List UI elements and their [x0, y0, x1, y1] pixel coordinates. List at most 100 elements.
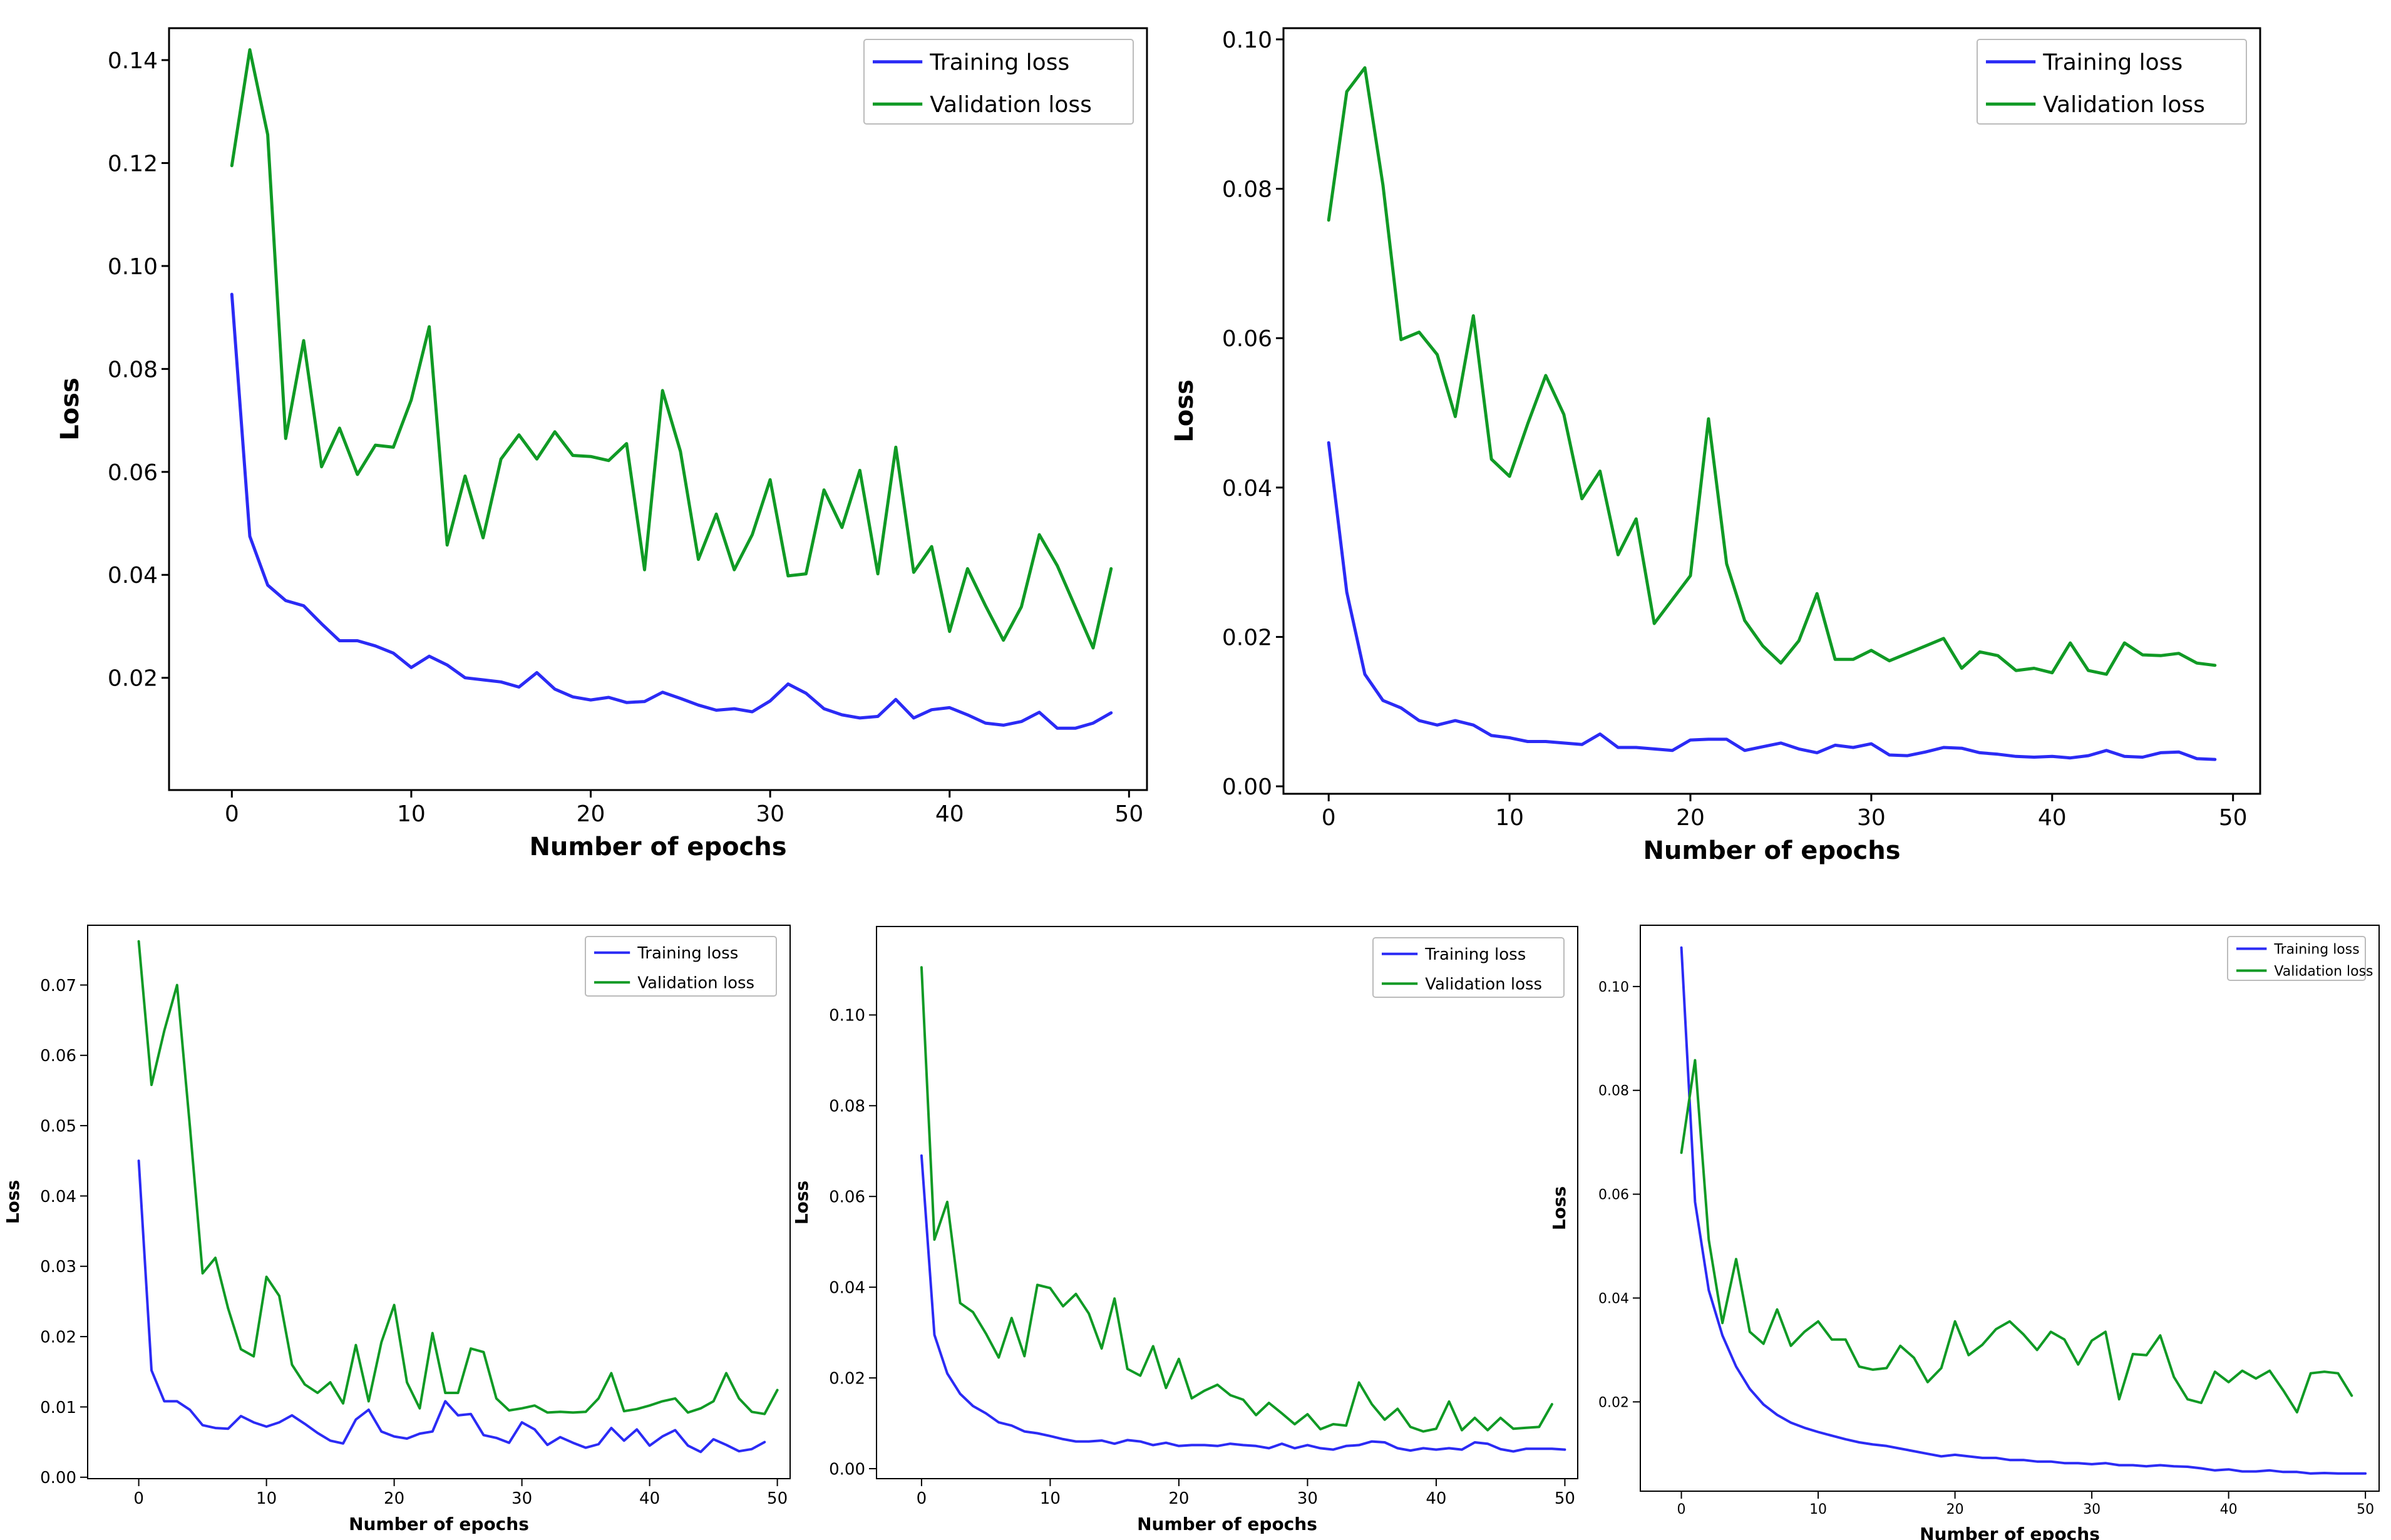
- chart-panel-3: 0 10 20 30 40 50 0.00 0.01 0.02 0.03 0.04 0.05 0.06 0…: [3, 925, 791, 1534]
- training-loss-line-4: [920, 1154, 1566, 1453]
- x-tick-label: 30: [756, 801, 784, 827]
- y-tick-label: 0.00: [829, 1460, 865, 1479]
- y-tick-label: 0.04: [1598, 1291, 1629, 1306]
- y-axis-label: Loss: [1549, 1186, 1570, 1230]
- x-tick-label: 10: [1040, 1489, 1061, 1508]
- y-axis-label: Loss: [56, 377, 85, 441]
- x-axis-label: Number of epochs: [1920, 1524, 2100, 1540]
- y-tick-label: 0.06: [40, 1047, 76, 1065]
- y-tick-label: 0.08: [829, 1097, 865, 1116]
- x-tick-label: 50: [767, 1489, 788, 1508]
- x-axis-label: Number of epochs: [529, 833, 786, 861]
- x-tick-label: 30: [512, 1489, 532, 1508]
- training-loss-line-3: [137, 1159, 766, 1454]
- y-tick-label: 0.02: [108, 666, 158, 692]
- legend-validation-label: Validation loss: [930, 92, 1092, 118]
- validation-loss-line-4: [920, 966, 1553, 1433]
- validation-loss-line-5: [1680, 1059, 2353, 1414]
- x-tick-label: 20: [577, 801, 605, 827]
- y-tick-label: 0.14: [108, 48, 158, 74]
- y-tick-label: 0.00: [1222, 774, 1272, 800]
- y-axis-label: Loss: [3, 1180, 23, 1224]
- legend-training-label: Training loss: [2042, 50, 2183, 76]
- chart-panel-5: 0 10 20 30 40 50 0.02 0.04 0.06 0.08 0.10 Number of…: [1549, 925, 2380, 1540]
- legend-box: [1372, 937, 1565, 998]
- training-loss-line-2: [1327, 441, 2217, 761]
- legend-4: Training loss Validation loss: [1372, 937, 1565, 998]
- y-axis-label: Loss: [1170, 379, 1199, 443]
- y-tick-label: 0.08: [108, 357, 158, 382]
- y-axis-label: Loss: [791, 1181, 812, 1224]
- y-tick-label: 0.03: [40, 1258, 76, 1276]
- y-tick-label: 0.06: [829, 1188, 865, 1207]
- training-loss-line-1: [230, 292, 1113, 730]
- legend-training-label: Training loss: [637, 944, 738, 963]
- y-tick-label: 0.04: [1222, 476, 1272, 501]
- chart-panel-4: 0 10 20 30 40 50 0.00 0.02 0.04 0.06 0.08 0.10 Numbe…: [791, 926, 1578, 1534]
- y-tick-label: 0.02: [1222, 625, 1272, 650]
- x-tick-label: 40: [2220, 1502, 2238, 1517]
- plot-frame-2: [1282, 27, 2261, 795]
- y-tick-label: 0.06: [1222, 326, 1272, 352]
- legend-validation-label: Validation loss: [2043, 92, 2205, 118]
- x-tick-label: 50: [1114, 801, 1143, 827]
- x-tick-label: 0: [1677, 1502, 1686, 1517]
- x-tick-label: 10: [1495, 805, 1524, 831]
- y-tick-label: 0.06: [1598, 1188, 1629, 1203]
- x-tick-label: 30: [1857, 805, 1886, 831]
- y-tick-label: 0.08: [1598, 1084, 1629, 1099]
- x-tick-label: 10: [1809, 1502, 1827, 1517]
- legend-5: Training loss Validation loss: [2227, 936, 2373, 981]
- x-tick-label: 30: [2083, 1502, 2100, 1517]
- legend-box: [585, 936, 777, 997]
- legend-validation-label: Validation loss: [2274, 963, 2373, 979]
- validation-loss-line-2: [1327, 66, 2217, 676]
- x-tick-label: 50: [2219, 805, 2248, 831]
- x-tick-label: 20: [1168, 1489, 1189, 1508]
- legend-box: [863, 39, 1134, 125]
- x-axis-label: Number of epochs: [1137, 1514, 1317, 1534]
- x-tick-label: 0: [133, 1489, 144, 1508]
- x-tick-label: 0: [1322, 805, 1336, 831]
- validation-loss-line-1: [230, 48, 1113, 650]
- validation-loss-line-3: [137, 940, 779, 1415]
- x-axis-label: Number of epochs: [349, 1514, 529, 1534]
- x-tick-label: 10: [256, 1489, 277, 1508]
- legend-training-label: Training loss: [929, 50, 1069, 76]
- x-tick-label: 50: [1555, 1489, 1575, 1508]
- x-tick-label: 40: [935, 801, 964, 827]
- y-tick-label: 0.02: [1598, 1395, 1629, 1410]
- legend-3: Training loss Validation loss: [585, 936, 777, 997]
- chart-panel-2: 0 10 20 30 40 50 0.00 0.02 0.04 0.06 0.08 0.10 Numbe…: [1170, 27, 2261, 865]
- chart-panel-1: 0 10 20 30 40 50 0.02 0.04 0.06 0.08 0.10 0.12 0.14 N…: [56, 27, 1148, 861]
- x-tick-label: 50: [2357, 1502, 2374, 1517]
- y-tick-label: 0.08: [1222, 177, 1272, 202]
- legend-training-label: Training loss: [2273, 942, 2359, 957]
- x-tick-label: 30: [1297, 1489, 1318, 1508]
- plot-frame-3: [87, 925, 791, 1479]
- legend-training-label: Training loss: [1424, 945, 1526, 964]
- y-tick-label: 0.04: [829, 1279, 865, 1298]
- x-tick-label: 0: [225, 801, 239, 827]
- y-tick-label: 0.04: [40, 1188, 76, 1206]
- x-tick-label: 10: [397, 801, 426, 827]
- y-tick-label: 0.10: [108, 254, 158, 280]
- x-tick-label: 0: [917, 1489, 927, 1508]
- legend-validation-label: Validation loss: [637, 974, 754, 993]
- training-loss-line-5: [1680, 946, 2367, 1475]
- y-tick-label: 0.04: [108, 563, 158, 588]
- plot-frame-1: [168, 27, 1148, 791]
- x-tick-label: 20: [1946, 1502, 1964, 1517]
- y-tick-label: 0.02: [829, 1369, 865, 1388]
- legend-validation-label: Validation loss: [1425, 975, 1542, 994]
- x-tick-label: 20: [384, 1489, 404, 1508]
- y-tick-label: 0.02: [40, 1328, 76, 1347]
- legend-box: [1977, 39, 2247, 125]
- x-axis-label: Number of epochs: [1643, 836, 1900, 865]
- y-tick-label: 0.00: [40, 1469, 76, 1487]
- y-tick-label: 0.10: [829, 1007, 865, 1025]
- x-tick-label: 40: [639, 1489, 660, 1508]
- legend-1: Training loss Validation loss: [863, 39, 1134, 125]
- legend-2: Training loss Validation loss: [1977, 39, 2247, 125]
- y-tick-label: 0.10: [1222, 28, 1272, 53]
